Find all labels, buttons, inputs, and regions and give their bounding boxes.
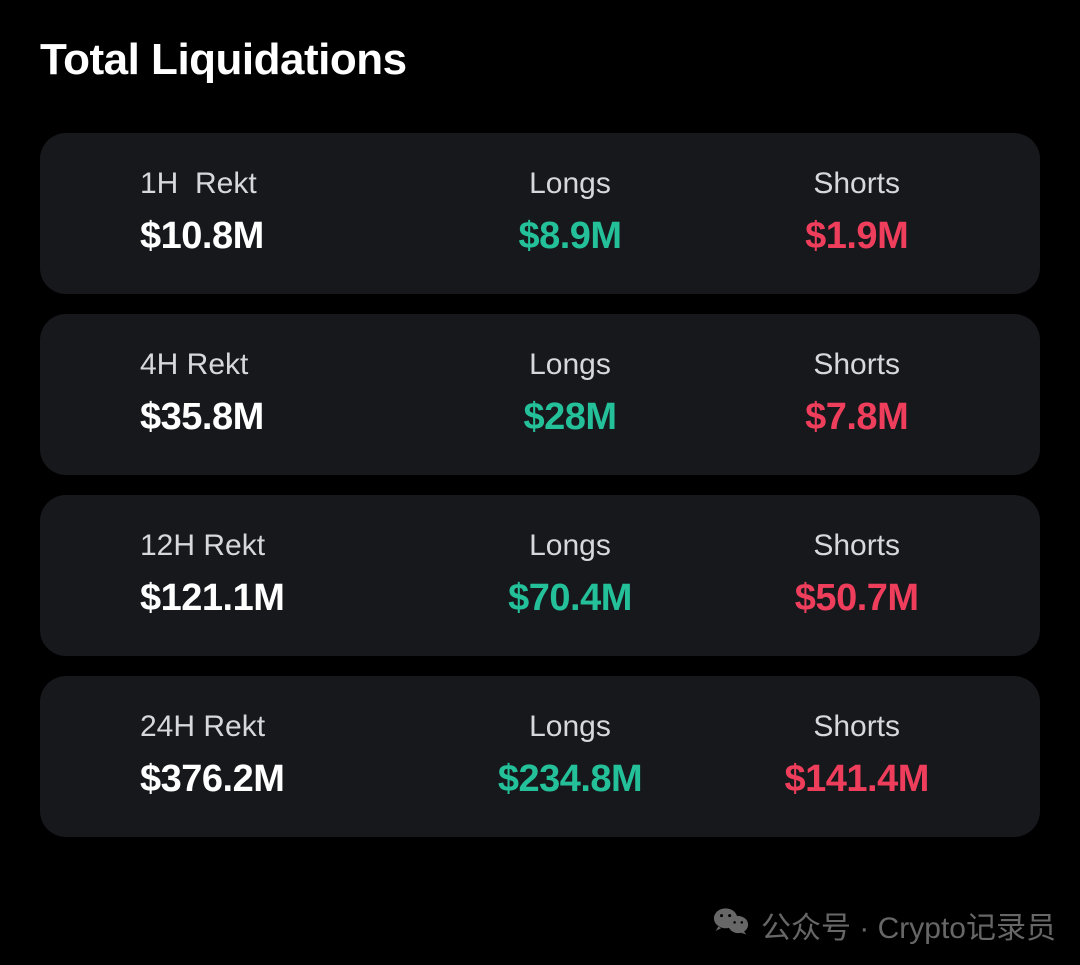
watermark-text: 公众号 · Crypto记录员 <box>761 903 1056 947</box>
shorts-column: Shorts $1.9M <box>713 167 1000 258</box>
total-value: $35.8M <box>140 396 264 439</box>
liquidation-card-12h: 12H Rekt $121.1M Longs $70.4M Shorts $50… <box>40 495 1040 656</box>
longs-value: $234.8M <box>498 758 642 801</box>
liquidation-card-1h: 1H Rekt $10.8M Longs $8.9M Shorts $1.9M <box>40 133 1040 294</box>
period-label: 1H Rekt <box>140 167 257 201</box>
liquidation-card-24h: 24H Rekt $376.2M Longs $234.8M Shorts $1… <box>40 676 1040 837</box>
longs-column: Longs $70.4M <box>427 529 714 620</box>
shorts-label: Shorts <box>813 348 900 382</box>
shorts-value: $50.7M <box>795 577 919 620</box>
shorts-column: Shorts $7.8M <box>713 348 1000 439</box>
total-column: 4H Rekt $35.8M <box>80 348 427 439</box>
shorts-label: Shorts <box>813 710 900 744</box>
longs-label: Longs <box>529 529 611 563</box>
shorts-value: $7.8M <box>805 396 908 439</box>
shorts-value: $141.4M <box>784 758 928 801</box>
liquidations-panel: Total Liquidations 1H Rekt $10.8M Longs … <box>0 0 1080 837</box>
longs-column: Longs $8.9M <box>427 167 714 258</box>
period-label: 4H Rekt <box>140 348 248 382</box>
longs-value: $28M <box>523 396 616 439</box>
shorts-value: $1.9M <box>805 215 908 258</box>
total-column: 1H Rekt $10.8M <box>80 167 427 258</box>
longs-column: Longs $234.8M <box>427 710 714 801</box>
wechat-icon <box>713 906 749 944</box>
period-label: 12H Rekt <box>140 529 265 563</box>
shorts-column: Shorts $50.7M <box>713 529 1000 620</box>
page-title: Total Liquidations <box>40 35 1040 85</box>
longs-value: $70.4M <box>508 577 632 620</box>
longs-label: Longs <box>529 167 611 201</box>
longs-label: Longs <box>529 348 611 382</box>
total-value: $121.1M <box>140 577 284 620</box>
liquidation-card-4h: 4H Rekt $35.8M Longs $28M Shorts $7.8M <box>40 314 1040 475</box>
period-label: 24H Rekt <box>140 710 265 744</box>
total-value: $10.8M <box>140 215 264 258</box>
longs-column: Longs $28M <box>427 348 714 439</box>
shorts-label: Shorts <box>813 167 900 201</box>
watermark: 公众号 · Crypto记录员 <box>713 903 1056 947</box>
longs-value: $8.9M <box>518 215 621 258</box>
longs-label: Longs <box>529 710 611 744</box>
total-column: 12H Rekt $121.1M <box>80 529 427 620</box>
shorts-column: Shorts $141.4M <box>713 710 1000 801</box>
shorts-label: Shorts <box>813 529 900 563</box>
total-column: 24H Rekt $376.2M <box>80 710 427 801</box>
total-value: $376.2M <box>140 758 284 801</box>
